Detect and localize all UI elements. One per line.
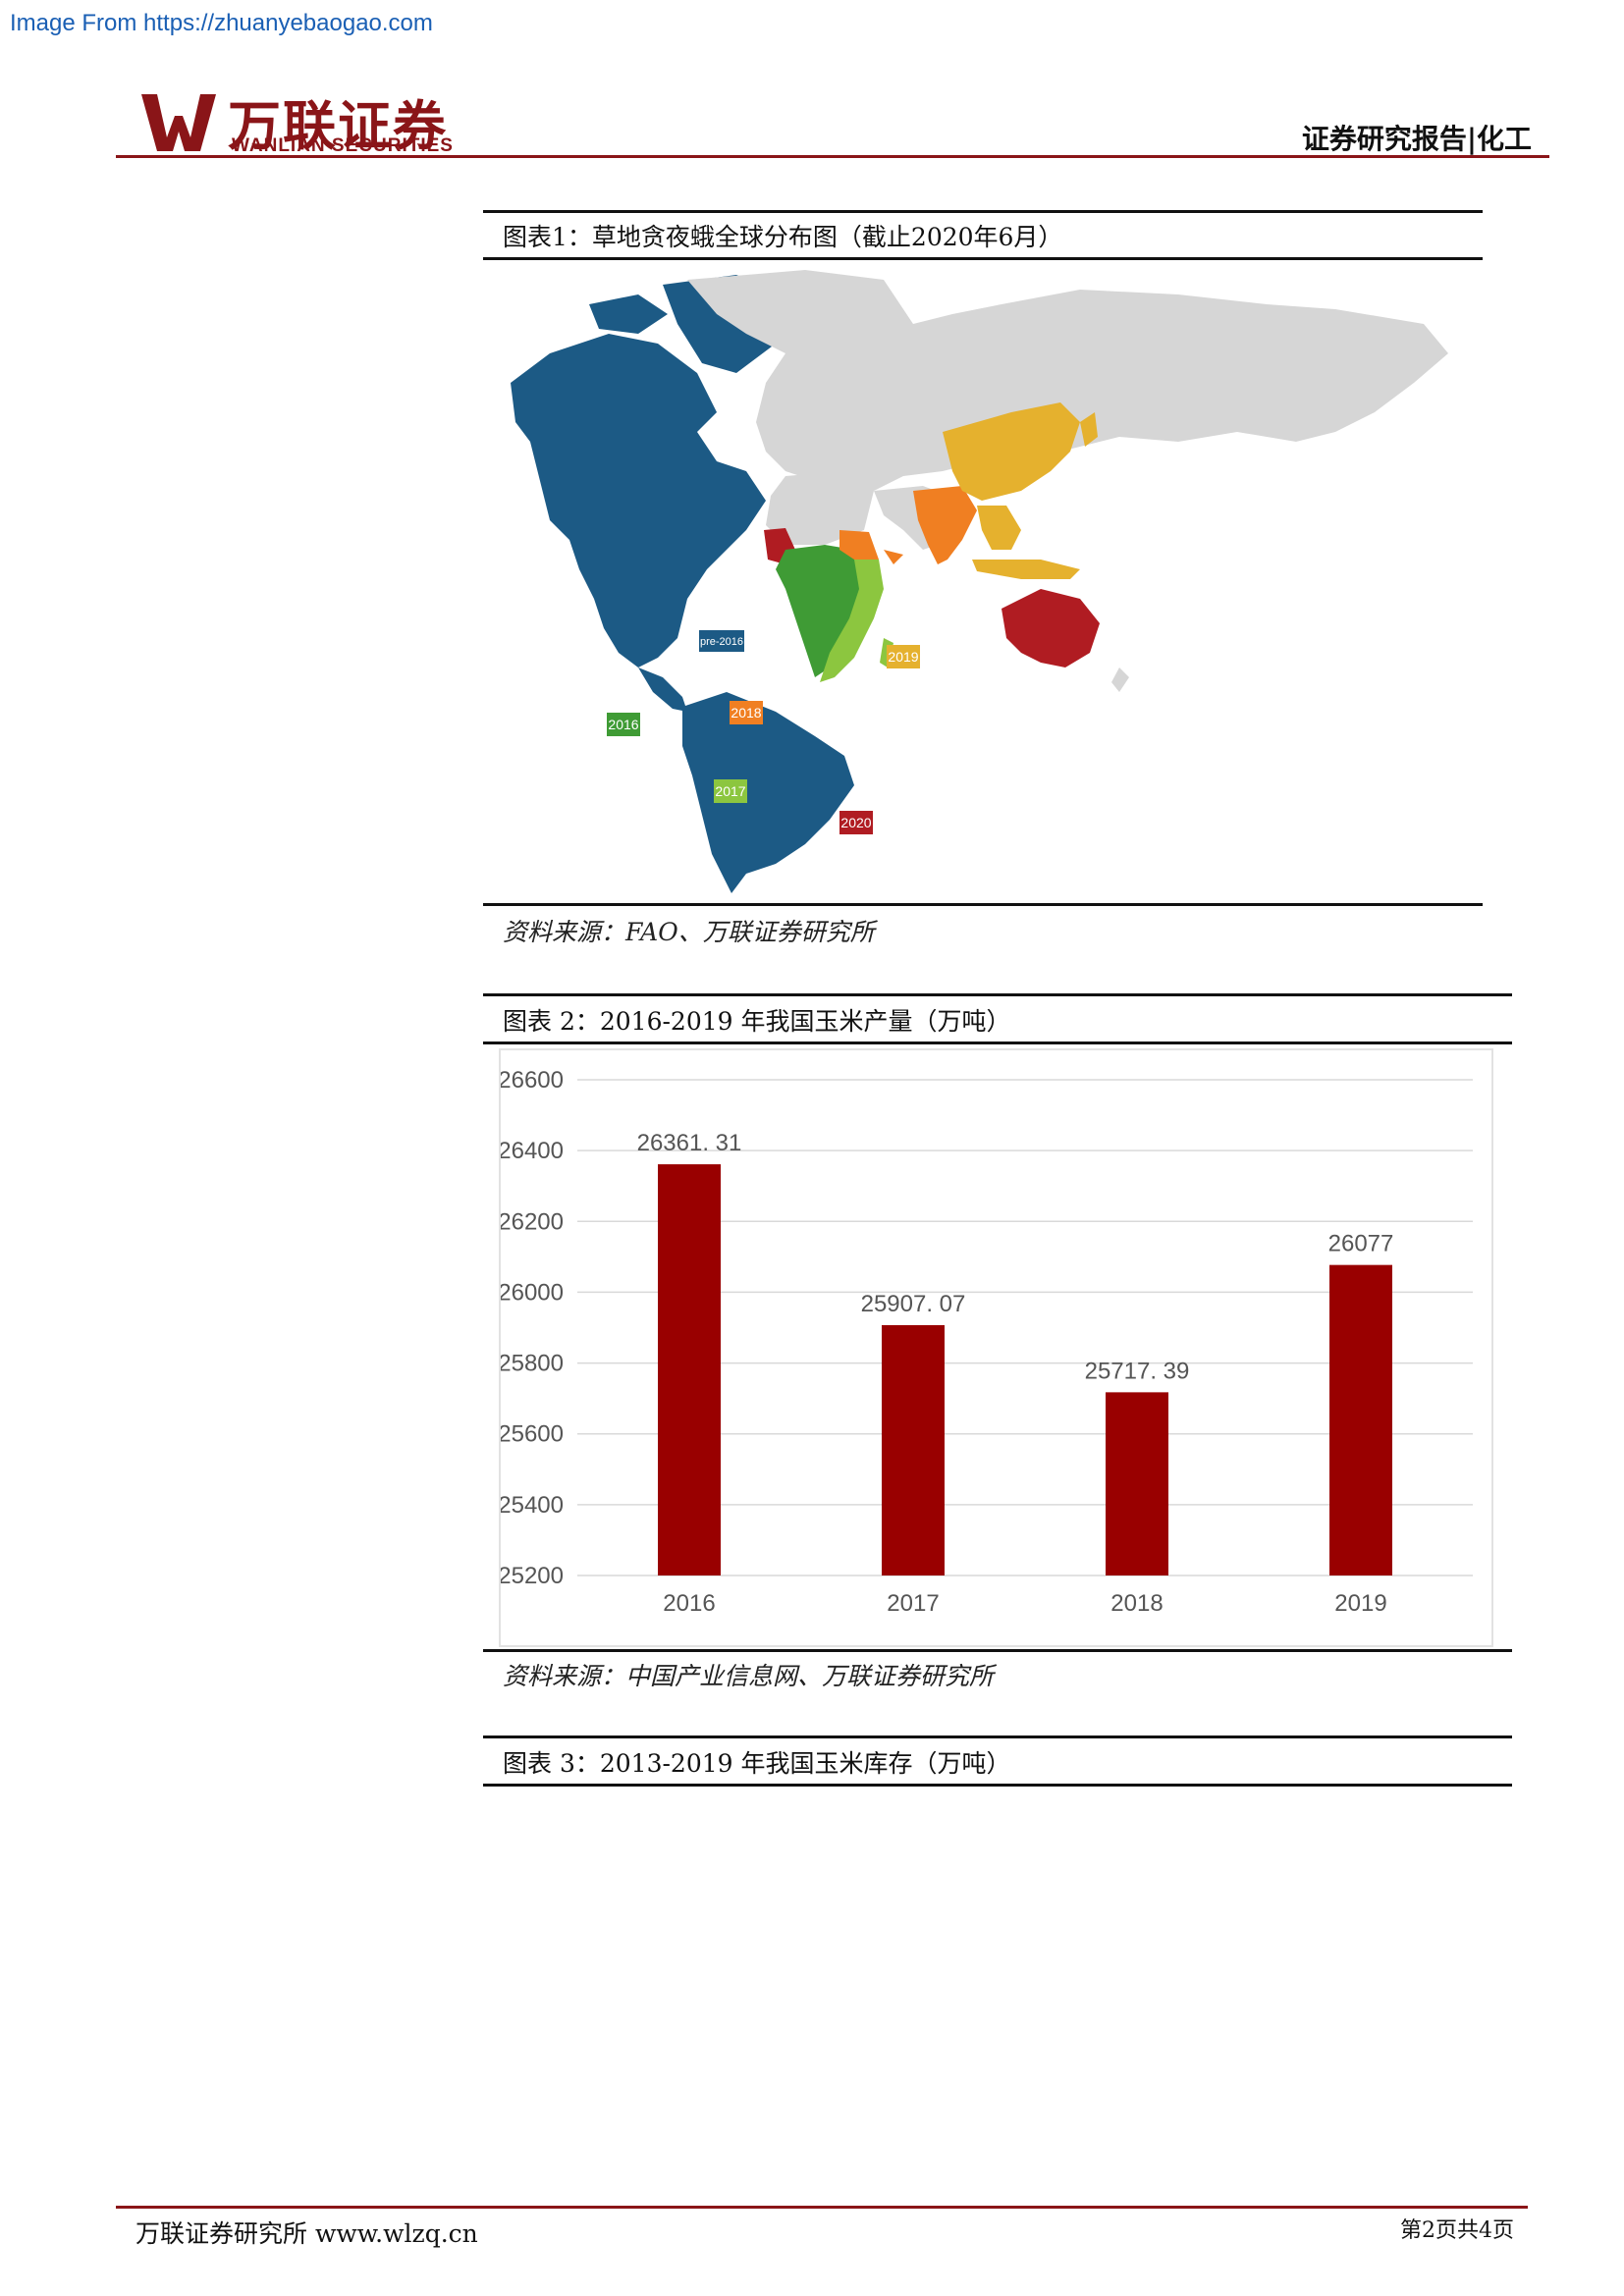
corn-production-chart: 25200 25400 25600 25800 26000 26200 26400 26600…: [498, 1048, 1493, 1647]
figure2-title-rule: [483, 1041, 1512, 1044]
legend-badge-2020: 2020: [839, 811, 873, 834]
bar-value-label: 26361. 31: [637, 1130, 742, 1156]
north-america-shape: [511, 334, 766, 667]
legend-label-2017: 2017: [715, 783, 745, 799]
europe-asia-shape: [687, 270, 1448, 496]
legend-badge-2018: 2018: [730, 701, 763, 724]
legend-label-pre-2016: pre-2016: [700, 636, 743, 648]
bar: [658, 1164, 721, 1575]
bar-value-label: 25717. 39: [1085, 1358, 1190, 1384]
east-africa-2017-shape: [820, 560, 884, 682]
y-tick-label: 26000: [501, 1279, 564, 1306]
australia-2020-shape: [1001, 589, 1100, 667]
figure1-source: 资料来源：FAO、万联证券研究所: [503, 918, 875, 946]
footer-org-website: 万联证券研究所 www.wlzq.cn: [135, 2219, 478, 2248]
yemen-2018-shape: [884, 550, 903, 564]
figure1-top-rule: [483, 210, 1483, 213]
wanlian-logo-mark: [141, 94, 216, 151]
x-tick-label: 2017: [887, 1590, 939, 1617]
legend-label-2016: 2016: [608, 717, 638, 732]
japan-2019-shape: [1080, 412, 1098, 447]
x-tick-label: 2016: [663, 1590, 715, 1617]
legend-label-2020: 2020: [840, 815, 871, 830]
figure1-bottom-rule: [483, 903, 1483, 906]
y-tick-label: 26600: [501, 1067, 564, 1094]
indonesia-2019-shape: [972, 560, 1080, 579]
bar-value-label: 26077: [1328, 1231, 1394, 1257]
legend-badge-2017: 2017: [714, 779, 747, 803]
bar: [1106, 1392, 1168, 1575]
world-distribution-map: pre-2016 2016 2017 2018 2019 2020: [491, 265, 1463, 893]
horn-africa-2018-shape: [839, 530, 879, 560]
header-divider: [116, 155, 1549, 158]
y-tick-label: 26400: [501, 1138, 564, 1164]
africa-2016-shape: [776, 545, 869, 677]
figure1-title: 图表1：草地贪夜蛾全球分布图（截止2020年6月）: [503, 223, 1063, 251]
legend-badge-2016: 2016: [607, 713, 640, 736]
legend-badge-pre-2016: pre-2016: [699, 630, 744, 652]
india-2018-shape: [913, 486, 977, 564]
legend-badge-2019: 2019: [887, 645, 920, 668]
y-tick-label: 25200: [501, 1563, 564, 1589]
figure3-title: 图表 3：2013-2019 年我国玉米库存（万吨）: [503, 1749, 1011, 1778]
source-url-text: Image From https://zhuanyebaogao.com: [10, 10, 433, 36]
bar: [1329, 1264, 1392, 1575]
x-tick-label: 2019: [1334, 1590, 1386, 1617]
y-tick-label: 25800: [501, 1351, 564, 1377]
new-zealand-shape: [1111, 667, 1129, 692]
figure2-top-rule: [483, 993, 1512, 996]
page-number: 第2页共4页: [1400, 2218, 1514, 2243]
figure2-title: 图表 2：2016-2019 年我国玉米产量（万吨）: [503, 1007, 1011, 1036]
figure3-top-rule: [483, 1735, 1512, 1738]
figure1-title-rule: [483, 257, 1483, 260]
brand-name-cn: 万联证券: [228, 95, 448, 157]
bar-chart-svg: 25200 25400 25600 25800 26000 26200 26400 26600…: [498, 1067, 1473, 1617]
footer-divider: [116, 2206, 1528, 2209]
bar: [882, 1324, 945, 1575]
se-asia-2019-shape: [977, 506, 1021, 550]
report-category: 证券研究报告|化工: [1301, 123, 1532, 155]
north-africa-shape: [766, 471, 874, 545]
x-tick-label: 2018: [1110, 1590, 1163, 1617]
y-tick-label: 25600: [501, 1421, 564, 1448]
figure2-source: 资料来源：中国产业信息网、万联证券研究所: [503, 1662, 995, 1690]
legend-label-2019: 2019: [888, 649, 918, 665]
china-2019-shape: [943, 402, 1080, 501]
y-tick-label: 26200: [501, 1208, 564, 1235]
bar-value-label: 25907. 07: [861, 1291, 966, 1317]
y-tick-label: 25400: [501, 1492, 564, 1519]
central-america-shape: [638, 667, 687, 712]
figure2-bottom-rule: [483, 1649, 1512, 1652]
brand-name-en: WANLIAN SECURITIES: [232, 135, 454, 156]
south-america-shape: [682, 692, 854, 893]
arctic-islands-shape: [589, 294, 668, 334]
legend-label-2018: 2018: [731, 705, 761, 721]
figure3-title-rule: [483, 1784, 1512, 1787]
